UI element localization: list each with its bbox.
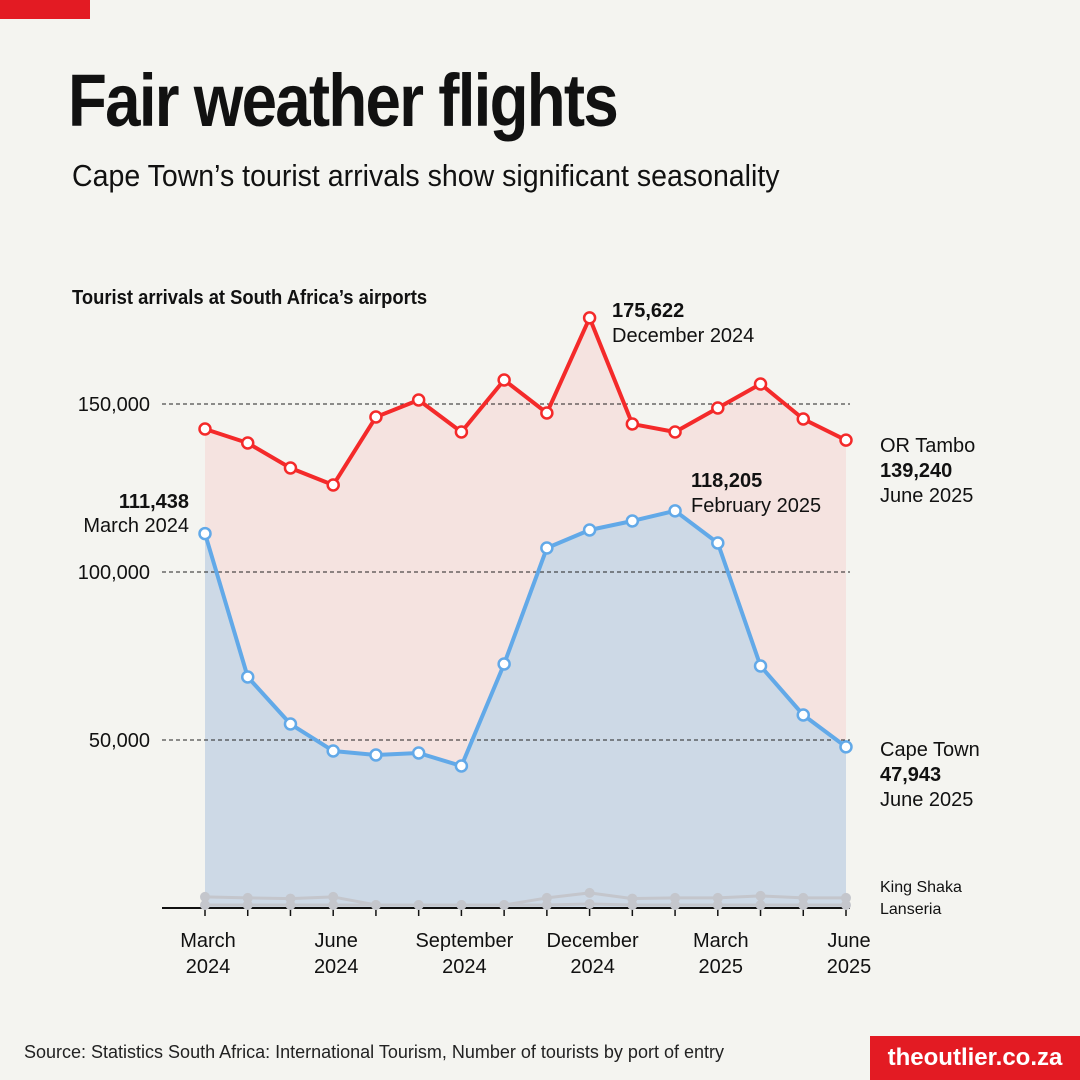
or-tambo-point xyxy=(753,377,768,391)
y-tick-label: 150,000 xyxy=(78,394,150,416)
cape-town-point xyxy=(796,708,811,722)
cape-town-point xyxy=(711,536,725,550)
or-tambo-point xyxy=(582,311,597,325)
king-shaka-point xyxy=(456,899,467,910)
or-tambo-point xyxy=(198,422,212,436)
series-label-lanseria: Lanseria xyxy=(880,901,941,918)
x-tick-label: 2024 xyxy=(570,956,615,978)
king-shaka-point xyxy=(841,892,851,903)
king-shaka-point xyxy=(413,899,424,910)
brand-accent-bar xyxy=(0,0,90,19)
or-tambo-point xyxy=(411,393,426,407)
cape-town-point xyxy=(454,759,469,773)
king-shaka-point xyxy=(499,899,510,910)
page-subtitle: Cape Town’s tourist arrivals show signif… xyxy=(72,158,780,193)
page-title: Fair weather flights xyxy=(68,59,619,142)
lanseria-point xyxy=(755,899,766,910)
cape-town-point xyxy=(283,717,298,731)
annotation-value: 111,438 xyxy=(119,491,189,513)
lanseria-line xyxy=(205,902,846,907)
king-shaka-point xyxy=(370,899,381,910)
or-tambo-point xyxy=(625,417,640,431)
cape-town-point xyxy=(839,740,853,754)
or-tambo-point xyxy=(796,412,811,426)
or-tambo-point xyxy=(711,401,725,415)
annotation-value: 175,622 xyxy=(612,300,684,322)
series-label-or-tambo: OR Tambo xyxy=(880,435,975,457)
x-tick-label: December xyxy=(546,930,639,952)
annotation-label: December 2024 xyxy=(612,325,754,347)
cape-town-point xyxy=(369,748,383,762)
x-tick-label: March xyxy=(693,930,749,952)
lanseria-point xyxy=(328,899,339,910)
or-tambo-point xyxy=(540,406,554,420)
cape-town-point xyxy=(411,746,426,760)
cape-town-area xyxy=(205,510,846,908)
brand-logo: theoutlier.co.za xyxy=(870,1036,1080,1080)
annotation-value: 47,943 xyxy=(880,764,941,786)
lanseria-point xyxy=(798,899,809,910)
king-shaka-point xyxy=(242,892,253,903)
lanseria-point xyxy=(584,898,595,909)
x-tick-label: June xyxy=(315,930,358,952)
cape-town-point xyxy=(540,541,554,555)
or-tambo-point xyxy=(497,373,511,387)
cape-town-point xyxy=(753,659,768,673)
or-tambo-point xyxy=(369,410,383,424)
annotation-value: 118,205 xyxy=(691,470,762,492)
lanseria-point xyxy=(541,899,552,910)
annotation-value: 139,240 xyxy=(880,460,952,482)
king-shaka-point xyxy=(670,892,681,903)
lanseria-point xyxy=(200,899,210,910)
king-shaka-point xyxy=(627,893,638,904)
annotation-label: June 2025 xyxy=(880,789,973,811)
series-label-king-shaka: King Shaka xyxy=(880,879,962,896)
or-tambo-point xyxy=(326,478,340,492)
cape-town-point xyxy=(198,526,212,541)
or-tambo-point xyxy=(454,425,469,439)
annotation-label: June 2025 xyxy=(880,485,973,507)
cape-town-point xyxy=(625,514,640,528)
y-tick-label: 100,000 xyxy=(78,562,150,584)
king-shaka-point xyxy=(755,890,766,901)
king-shaka-point xyxy=(712,892,723,903)
x-tick-label: 2024 xyxy=(186,956,231,978)
x-tick-label: 2024 xyxy=(442,956,487,978)
x-tick-label: June xyxy=(827,930,870,952)
king-shaka-point xyxy=(328,891,339,902)
lanseria-point xyxy=(670,899,681,910)
king-shaka-point xyxy=(584,887,595,898)
king-shaka-point xyxy=(798,892,809,903)
x-tick-label: 2025 xyxy=(699,956,744,978)
y-tick-label: 50,000 xyxy=(89,730,150,752)
lanseria-point xyxy=(841,899,851,910)
king-shaka-point xyxy=(285,893,296,904)
cape-town-point xyxy=(582,523,597,537)
or-tambo-point xyxy=(240,436,255,450)
or-tambo-point xyxy=(839,433,853,447)
king-shaka-line xyxy=(204,891,846,907)
king-shaka-point xyxy=(541,892,552,903)
x-tick-label: 2025 xyxy=(827,956,872,978)
or-tambo-point xyxy=(283,461,298,475)
or-tambo-line xyxy=(204,315,847,488)
chart-title: Tourist arrivals at South Africa’s airpo… xyxy=(72,287,428,309)
source-note: Source: Statistics South Africa: Interna… xyxy=(24,1042,724,1062)
or-tambo-point xyxy=(668,425,682,439)
cape-town-point xyxy=(326,744,340,758)
cape-town-point xyxy=(240,670,255,684)
annotation-label: February 2025 xyxy=(691,495,821,517)
lanseria-point xyxy=(242,899,253,910)
cape-town-point xyxy=(497,657,511,671)
series-label-cape-town: Cape Town xyxy=(880,739,980,761)
x-tick-label: September xyxy=(415,930,513,952)
cape-town-line xyxy=(203,508,848,769)
annotation-label: March 2024 xyxy=(83,515,189,537)
x-tick-label: 2024 xyxy=(314,956,359,978)
king-shaka-point xyxy=(200,891,210,902)
lanseria-point xyxy=(712,899,723,910)
cape-town-point xyxy=(668,504,682,518)
x-tick-label: March xyxy=(180,930,236,952)
